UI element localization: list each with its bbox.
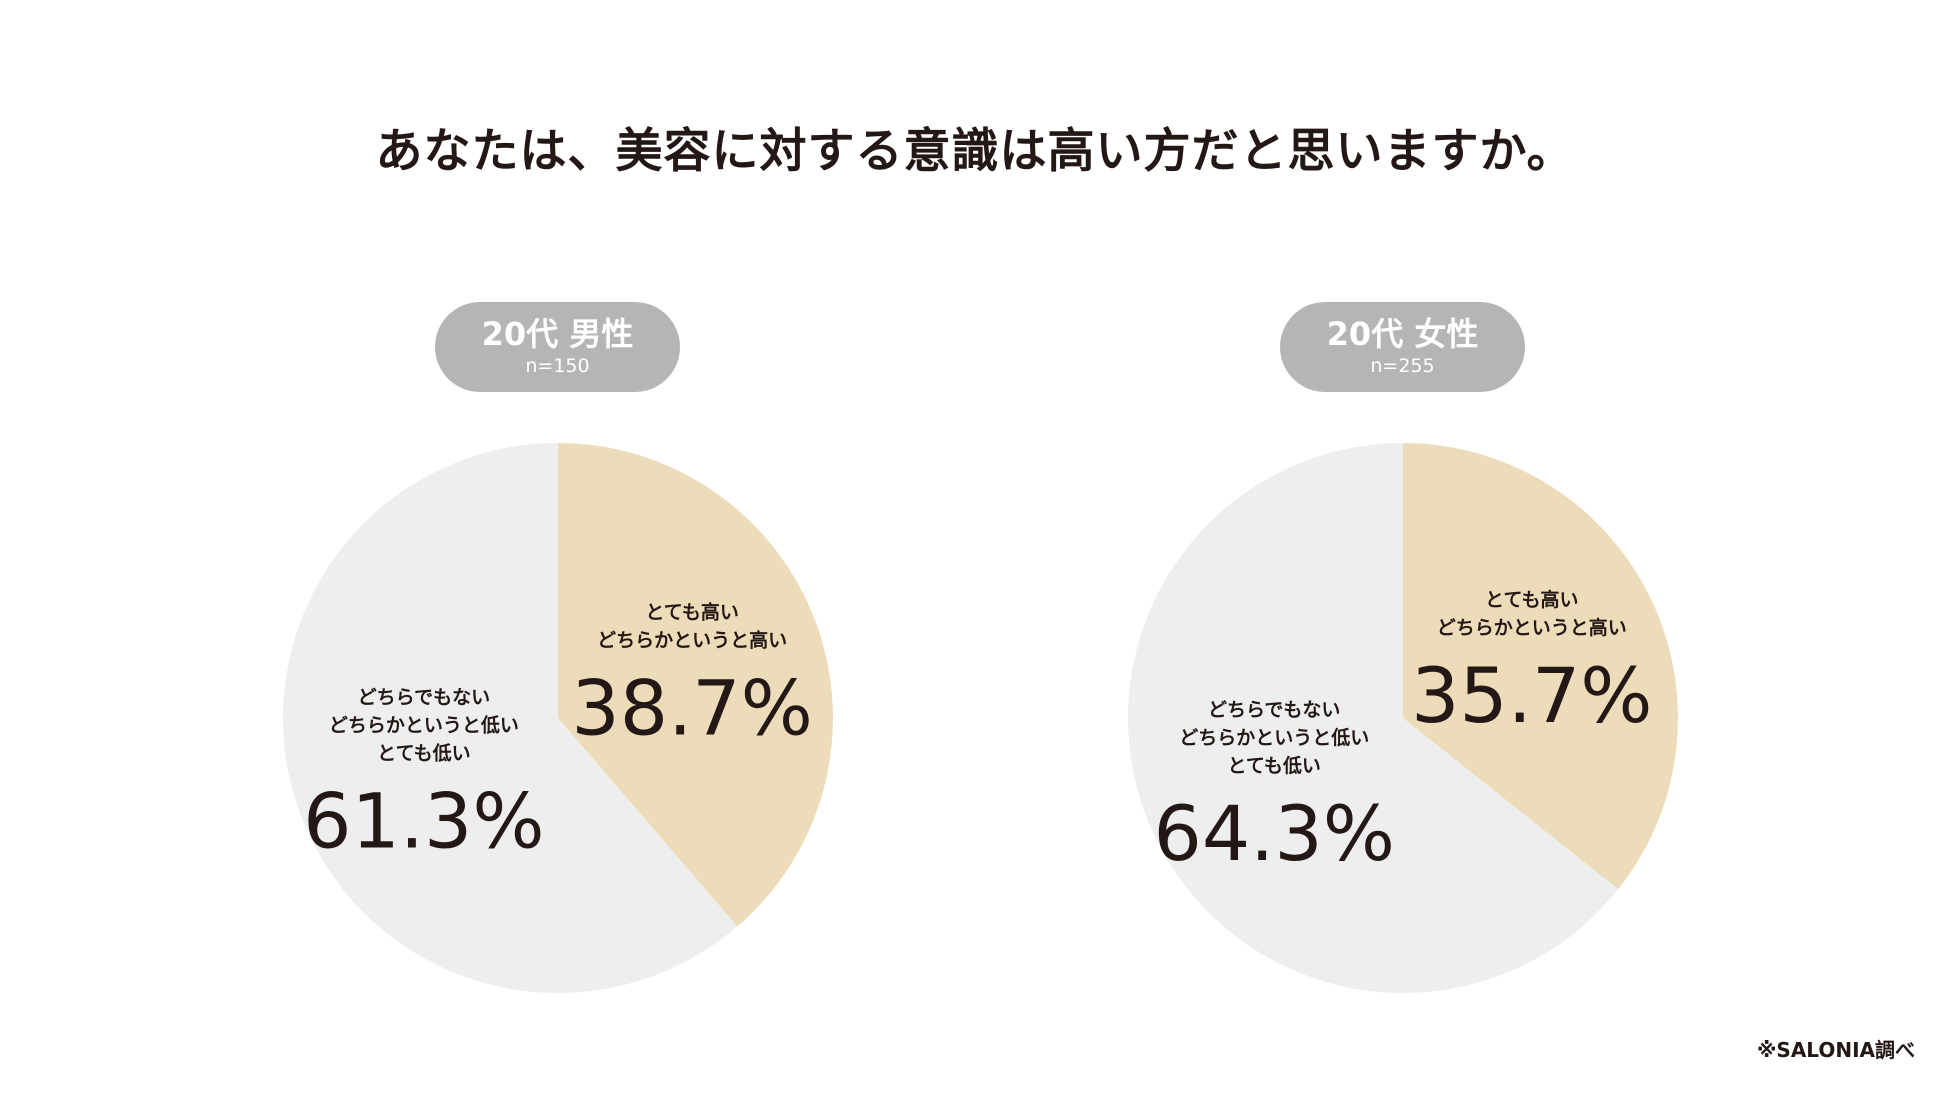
slice-label: どちらかというと高い — [1437, 616, 1627, 639]
slice-label: どちらかというと高い — [597, 628, 787, 651]
group-badge-male: 20代 男性 n=150 — [435, 302, 680, 392]
pie-slice-high — [558, 443, 833, 927]
group-label: 20代 女性 — [1326, 315, 1479, 353]
pie-slice-high — [1403, 443, 1679, 890]
slice-label: どちらでもない — [358, 687, 490, 709]
pie-slice-low — [1128, 443, 1619, 993]
slice-label: とても高い — [645, 600, 738, 623]
slice-value: 64.3% — [1153, 789, 1394, 878]
pie-slice-low — [282, 443, 738, 993]
slice-value: 38.7% — [571, 663, 812, 752]
source-note: ※SALONIA調べ — [1756, 1038, 1915, 1062]
page-title: あなたは、美容に対する意識は高い方だと思いますか。 — [375, 124, 1575, 179]
slice-label: どちらかというと低い — [1179, 726, 1369, 749]
slice-label: どちらでもない — [1208, 699, 1340, 721]
slice-value: 61.3% — [303, 777, 544, 866]
group-label: 20代 男性 — [481, 315, 634, 353]
pie-chart-female: とても高い どちらかというと高い 35.7% どちらでもない どちらかというと低… — [1128, 443, 1679, 993]
slice-label: とても高い — [1485, 588, 1578, 611]
slice-label: とても低い — [1227, 754, 1320, 777]
slice-value: 35.7% — [1411, 651, 1652, 740]
group-badge-female: 20代 女性 n=255 — [1280, 302, 1525, 392]
sample-size: n=255 — [1370, 355, 1435, 377]
slice-label: どちらかというと低い — [329, 714, 519, 737]
pie-chart-male: とても高い どちらかというと高い 38.7% どちらでもない どちらかというと低… — [282, 443, 833, 993]
slice-label: とても低い — [377, 742, 470, 765]
sample-size: n=150 — [525, 355, 590, 377]
